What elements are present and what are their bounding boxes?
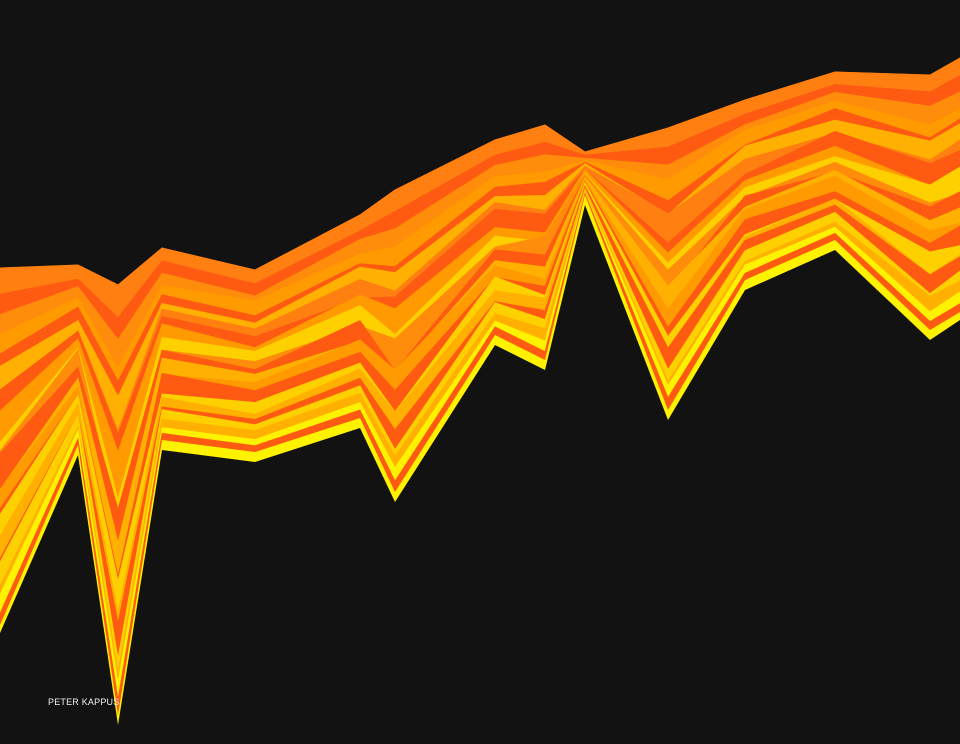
ridge-bands bbox=[0, 57, 960, 725]
artist-signature: PETER KAPPUS bbox=[48, 697, 120, 707]
ridge-top-line bbox=[0, 57, 960, 286]
ridge-edge bbox=[0, 195, 960, 725]
